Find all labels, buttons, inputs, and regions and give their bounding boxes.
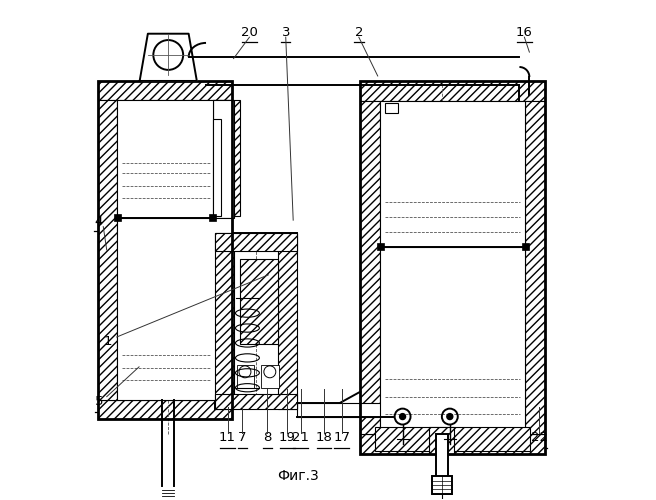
Bar [215,232,297,252]
Text: 11: 11 [219,432,236,444]
Text: 5: 5 [95,395,104,408]
Bar [113,214,121,222]
Bar [98,81,232,100]
Bar [375,427,530,450]
Bar [215,394,297,409]
Text: А: А [140,142,155,160]
Bar [215,232,234,409]
Bar [215,232,297,409]
Bar [380,101,525,247]
Text: Фиг.3: Фиг.3 [277,469,319,483]
Text: В: В [443,274,457,291]
Circle shape [447,414,453,420]
Bar [213,118,221,216]
Bar [525,101,545,434]
Text: 7: 7 [238,432,247,444]
Text: 21: 21 [292,432,309,444]
Bar [209,214,216,222]
Bar [213,100,234,218]
Bar [436,434,447,478]
Bar [98,100,117,400]
Text: 4: 4 [94,214,102,228]
Text: 18: 18 [316,432,333,444]
Bar [237,366,254,388]
Bar [98,81,232,419]
Bar [117,100,213,218]
Bar [432,476,451,494]
Bar [117,218,232,400]
Bar [213,100,240,216]
Text: 2: 2 [355,26,363,38]
Polygon shape [140,34,197,81]
Text: 17: 17 [333,432,350,444]
Text: 1: 1 [104,336,112,348]
Text: 19: 19 [279,432,296,444]
Text: Б: Б [121,242,135,260]
Bar [522,244,529,250]
Bar [240,259,278,344]
Text: 16: 16 [516,26,533,38]
Text: 20: 20 [241,26,258,38]
Bar [297,402,395,416]
Bar [429,426,454,454]
Bar [377,244,384,250]
Bar [360,81,545,454]
Bar [380,247,525,434]
Bar [360,101,380,434]
Text: 8: 8 [263,432,272,444]
Bar [213,100,232,302]
Circle shape [400,414,405,420]
Text: 22: 22 [531,432,548,444]
Bar [360,434,545,454]
Bar [360,81,545,101]
Bar [278,232,297,409]
Bar [98,400,232,419]
Text: Г: Г [445,128,458,146]
Text: 3: 3 [281,26,290,38]
Bar [385,104,398,114]
Bar [261,366,279,388]
